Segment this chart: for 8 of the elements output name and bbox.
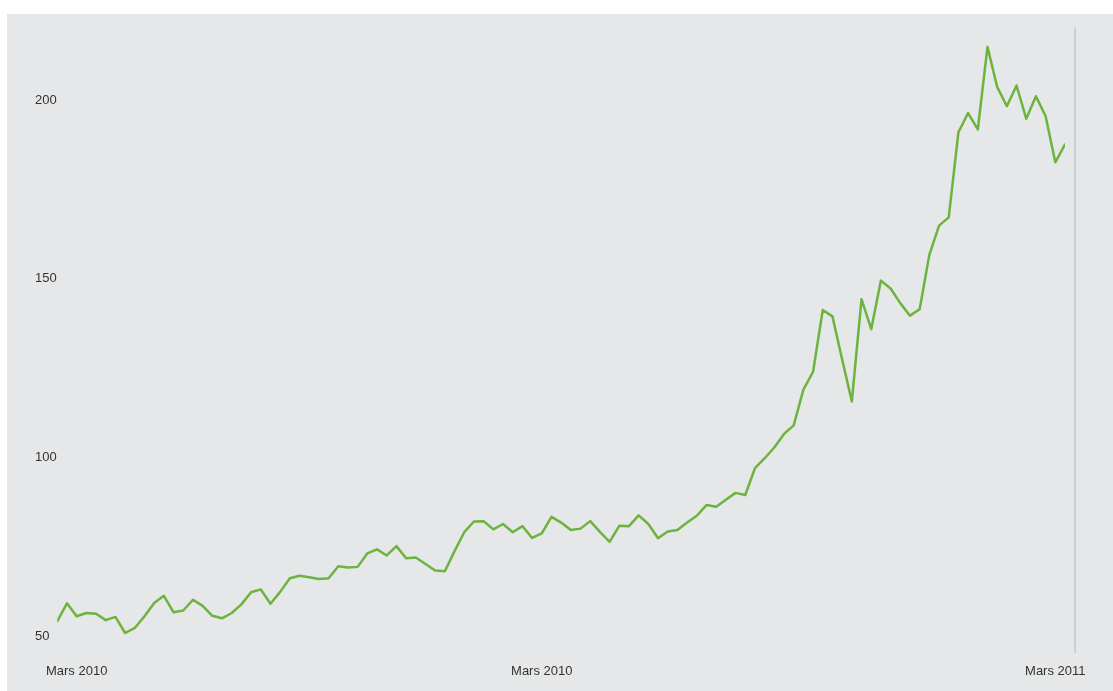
x-tick-label: Mars 2010 [45,663,108,678]
y-tick-label: 150 [35,270,57,286]
x-tick-label: Mars 2010 [511,663,573,678]
line-series [57,45,1065,635]
y-tick-label: 50 [35,627,50,643]
x-tick-label: Mars 2011 [1025,663,1086,678]
y-tick-label: 200 [35,91,57,107]
y-tick-label: 100 [35,449,57,464]
